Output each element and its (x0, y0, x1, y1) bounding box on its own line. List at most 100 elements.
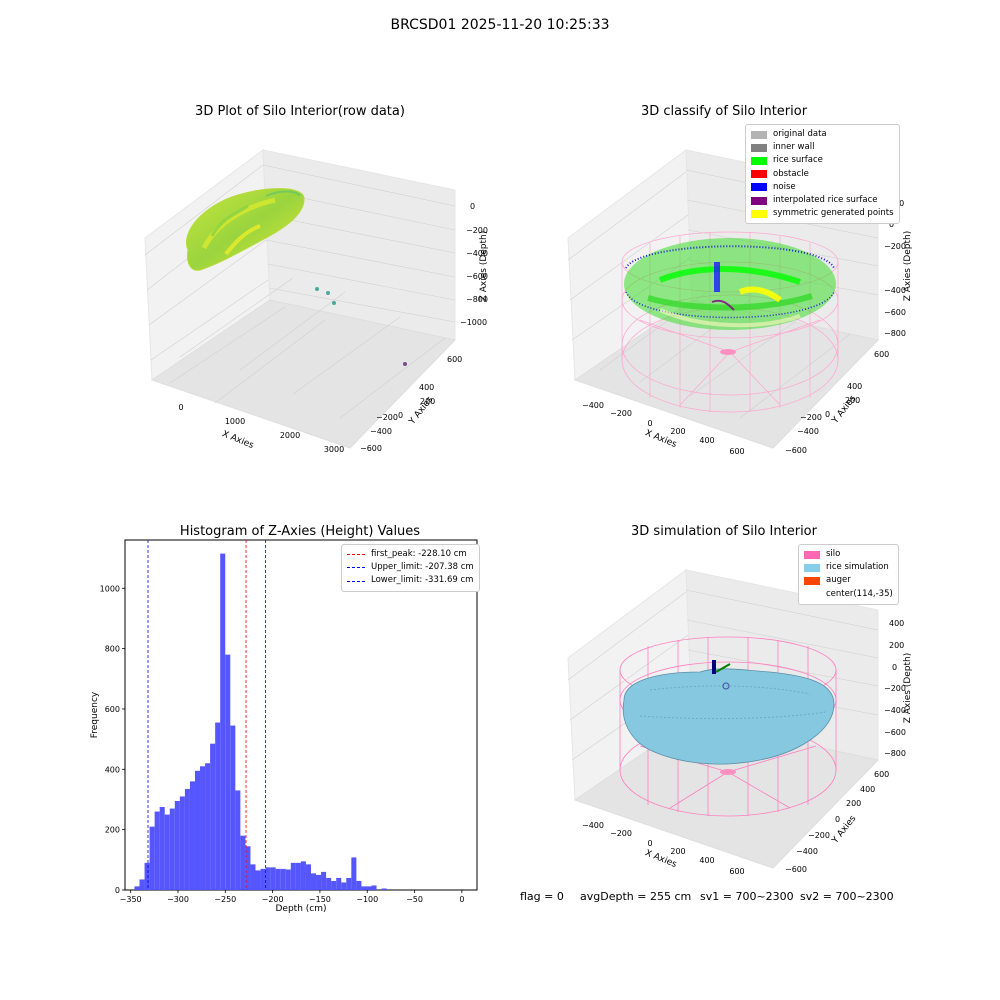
legend-label: first_peak: -228.10 cm (371, 549, 467, 559)
simulation-3d-plot: −400 −200 0 200 400 600 X Axies 600 400 … (567, 569, 913, 876)
legend-entry: silo (804, 548, 893, 561)
legend-label: Lower_limit: -331.69 cm (371, 575, 474, 586)
simulation-legend: silo rice simulation auger center(114,-3… (798, 544, 899, 605)
classify-y-tick: 400 (847, 382, 862, 391)
legend-line (347, 554, 365, 556)
histogram-y-tick-label: 800 (105, 645, 120, 654)
raw-x-ticks: 0 1000 2000 3000 (178, 403, 344, 454)
histogram-bar (154, 811, 160, 890)
raw-x-tick: 1000 (225, 417, 245, 426)
raw-z-tick: −200 (466, 226, 488, 235)
legend-line (347, 580, 365, 582)
classify-y-tick: 0 (825, 410, 830, 419)
histogram-reference-lines (147, 540, 267, 890)
histogram-legend: first_peak: -228.10 cm Upper_limit: -207… (341, 544, 480, 592)
simulation-z-tick: 0 (892, 663, 897, 672)
classify-3d-plot: −400 −200 0 200 400 600 X Axies 600 400 … (567, 149, 913, 456)
legend-entry: Upper_limit: -207.38 cm (347, 561, 474, 574)
histogram-bar (149, 826, 155, 890)
simulation-z-label: Z Axies (Depth) (903, 653, 913, 724)
raw-y-ticks: 600 400 200 0 −200 −400 −600 (360, 355, 462, 453)
simulation-y-tick: −600 (785, 865, 807, 874)
histogram-bar (189, 781, 195, 890)
classify-z-tick: −200 (884, 242, 906, 251)
classify-x-tick: −400 (582, 401, 604, 410)
histogram-bar (321, 871, 327, 890)
histogram-y-tick-label: 1000 (100, 584, 120, 593)
classify-legend: original data inner wall rice surface ob… (745, 124, 900, 225)
legend-entry: Lower_limit: -331.69 cm (347, 574, 474, 587)
simulation-z-tick: −400 (884, 706, 906, 715)
status-sv1: sv1 = 700~2300 (700, 890, 794, 903)
legend-entry: obstacle (751, 168, 894, 181)
raw-outlier-point (403, 362, 407, 366)
simulation-x-tick: 200 (670, 847, 685, 856)
histogram-bar (356, 880, 362, 890)
raw-y-tick: −400 (370, 427, 392, 436)
histogram-x-tick-label: −50 (406, 895, 423, 904)
legend-swatch (751, 143, 767, 152)
simulation-x-tick: 0 (647, 839, 652, 848)
classify-x-tick: 200 (670, 427, 685, 436)
classify-silo-center-marker (720, 349, 736, 355)
histogram-x-tick-label: −350 (120, 895, 142, 904)
histogram-bar (220, 553, 226, 890)
legend-label: interpolated rice surface (773, 195, 878, 206)
classify-z-tick: −600 (884, 308, 906, 317)
simulation-z-tick: 400 (889, 619, 904, 628)
legend-label: silo (826, 549, 841, 559)
raw-z-tick: −1000 (460, 318, 487, 327)
raw-point-cloud (186, 188, 407, 366)
raw-outlier-point (332, 301, 336, 305)
classify-y-tick: 200 (845, 396, 860, 405)
simulation-z-ticks: 400 200 0 −200 −400 −600 −800 (884, 619, 906, 758)
raw-z-tick: −800 (466, 295, 488, 304)
legend-entry: rice surface (751, 154, 894, 167)
histogram-bar (210, 743, 216, 890)
histogram-bar (205, 763, 211, 890)
histogram-bar (265, 867, 271, 890)
histogram-x-tick-label: −200 (262, 895, 284, 904)
classify-z-tick: −400 (884, 286, 906, 295)
classify-x-tick: 0 (647, 419, 652, 428)
histogram-bar (245, 846, 251, 890)
simulation-y-tick: −200 (808, 831, 830, 840)
histogram-chart: −350 −300 −250 −200 −150 −100 −50 0 0 200 400 600 8… (90, 539, 478, 914)
histogram-x-label: Depth (cm) (275, 904, 326, 914)
simulation-z-tick: −600 (884, 728, 906, 737)
classify-x-ticks: −400 −200 0 200 400 600 (582, 401, 745, 456)
legend-swatch (751, 196, 767, 205)
classify-y-tick: −400 (797, 427, 819, 436)
raw-y-tick: 200 (420, 397, 435, 406)
simulation-z-tick: 200 (889, 641, 904, 650)
histogram-bar (240, 835, 246, 890)
histogram-x-ticks: −350 −300 −250 −200 −150 −100 −50 0 (120, 890, 464, 904)
classify-z-label: Z Axies (Depth) (903, 231, 913, 302)
legend-entry: center(114,-35) (804, 588, 893, 601)
legend-entry: rice simulation (804, 561, 893, 574)
legend-entry: auger (804, 574, 893, 587)
classify-x-tick: 600 (729, 447, 744, 456)
raw-y-tick: 600 (447, 355, 462, 364)
classify-z-tick: 0 (889, 220, 894, 229)
histogram-bar (225, 654, 231, 890)
legend-label: original data (773, 129, 827, 139)
figure-title: BRCSD01 2025-11-20 10:25:33 (390, 17, 610, 33)
histogram-y-tick-label: 200 (105, 826, 120, 835)
histogram-bar (366, 886, 372, 890)
legend-swatch (804, 577, 820, 585)
legend-entry: inner wall (751, 141, 894, 154)
histogram-bar (235, 790, 241, 890)
legend-label: center(114,-35) (826, 588, 893, 599)
simulation-x-tick: 400 (699, 856, 714, 865)
simulation-x-ticks: −400 −200 0 200 400 600 (582, 821, 745, 876)
classify-x-tick: 400 (699, 436, 714, 445)
legend-swatch (751, 130, 767, 139)
histogram-bar (381, 888, 387, 890)
legend-entry: interpolated rice surface (751, 194, 894, 207)
histogram-bar (305, 864, 311, 890)
classify-y-tick: 600 (874, 350, 889, 359)
raw-z-tick: −600 (466, 272, 488, 281)
raw-outlier-point (326, 291, 330, 295)
histogram-bar (230, 725, 236, 890)
